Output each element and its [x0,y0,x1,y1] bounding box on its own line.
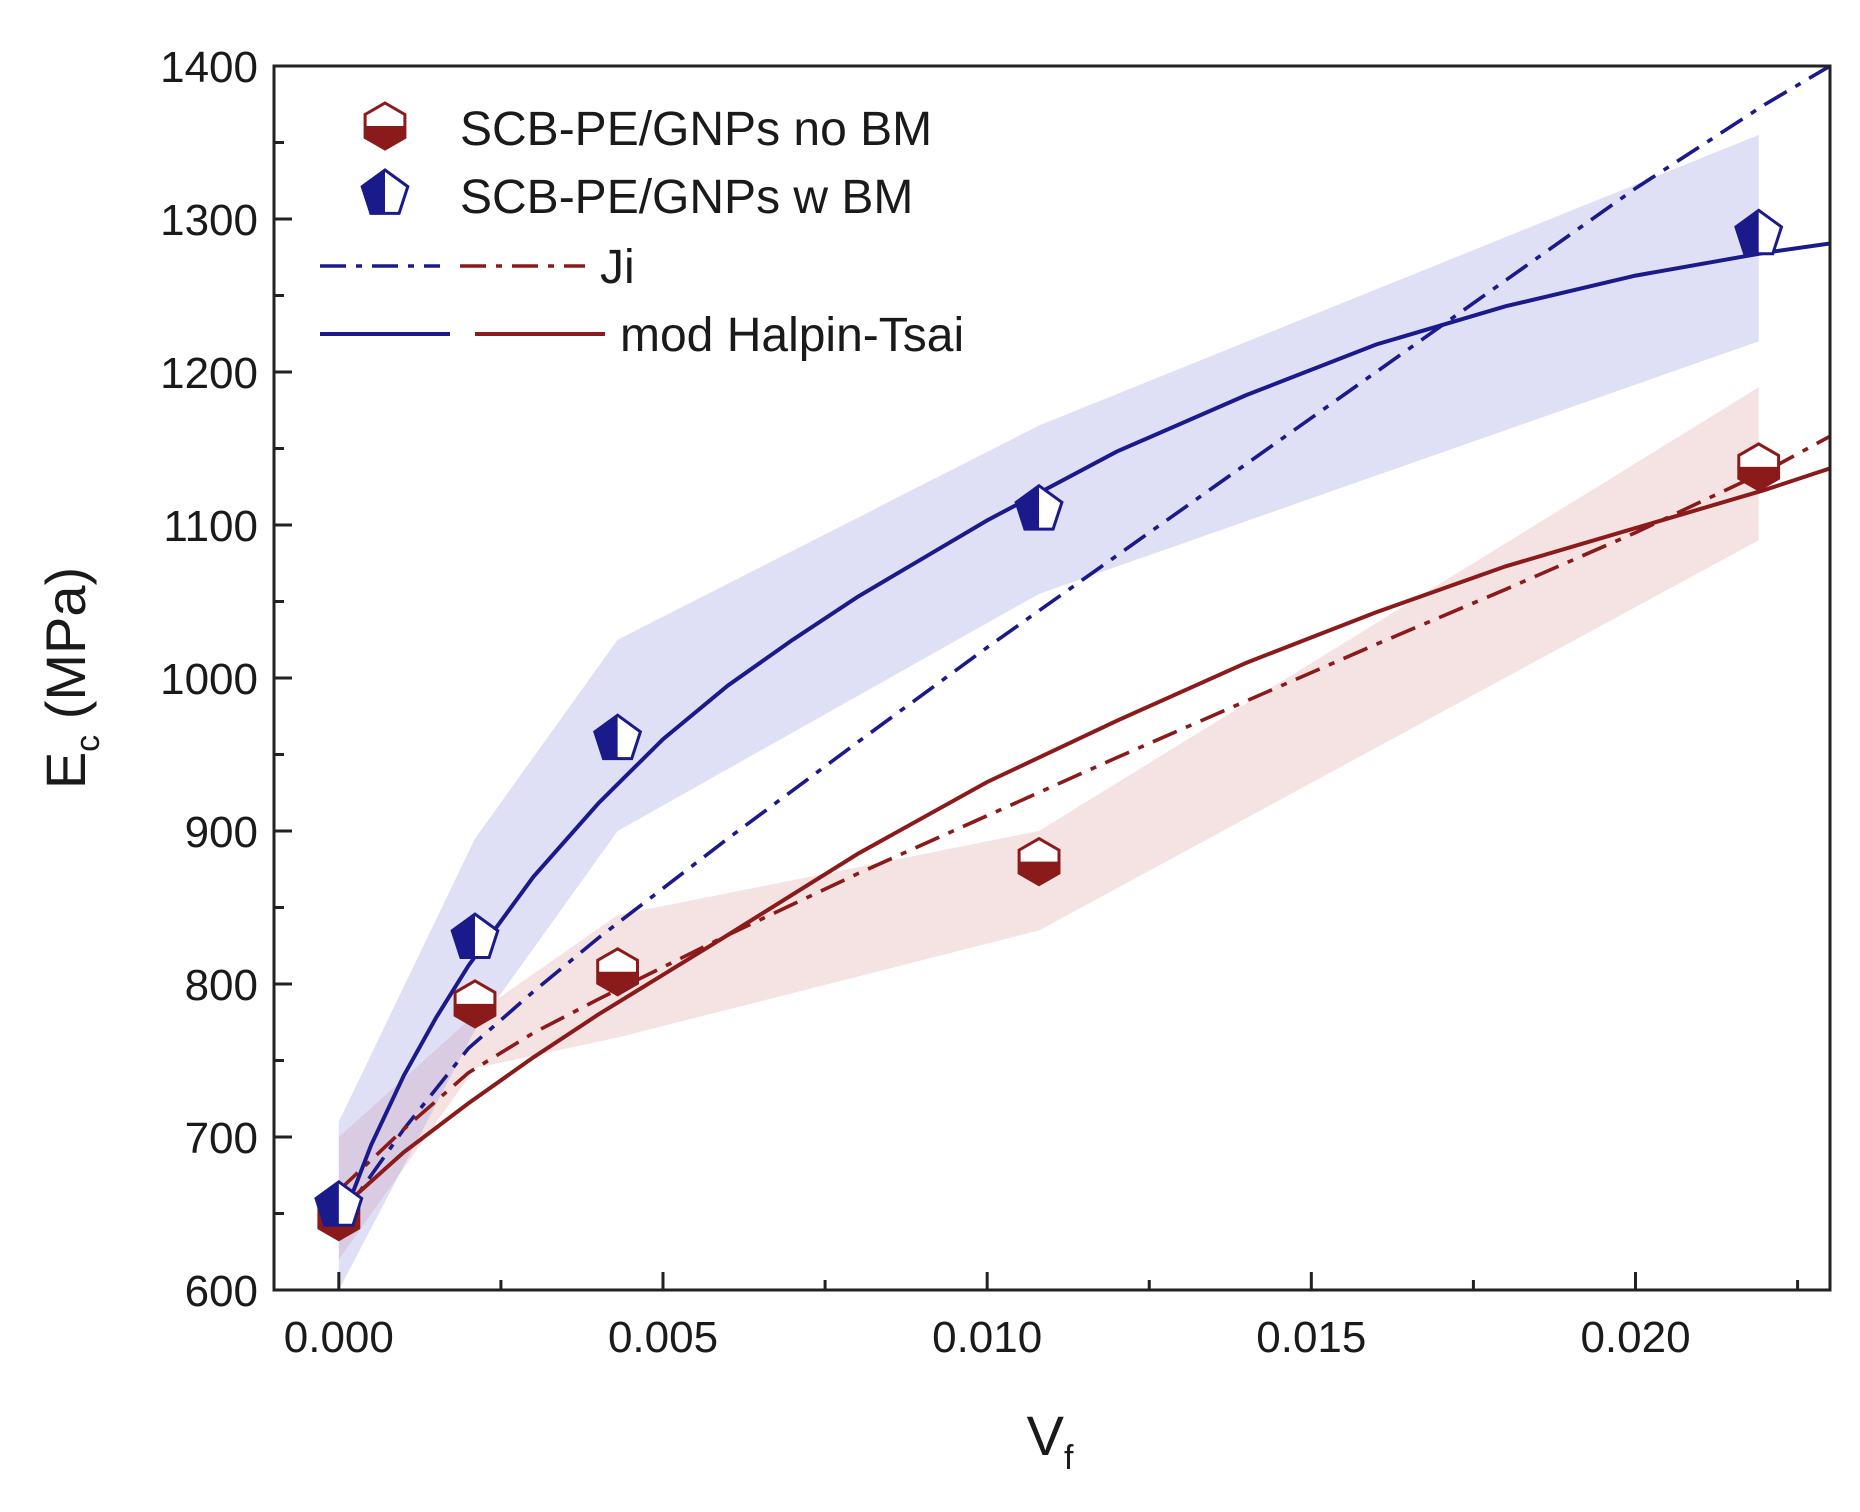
data-markers [314,208,1784,1242]
ji-curve-no-bm [337,434,1830,1192]
legend-label-ji: Ji [600,241,635,294]
ji-curve-w-bm [337,66,1830,1223]
y-tick-label: 1400 [160,43,258,92]
marker-scb-pe-gnps-no-bm-1 [453,979,497,1029]
marker-scb-pe-gnps-w-bm-4 [1734,208,1784,256]
y-axis-title-units: (MPa) [34,567,97,735]
legend-marker-scb-pe-gnps-w-bm [360,168,410,215]
marker-scb-pe-gnps-w-bm-2 [593,713,643,761]
marker-scb-pe-gnps-no-bm-4 [1737,442,1781,492]
x-axis-title-main: V [1027,1404,1065,1467]
y-tick-label: 800 [185,961,258,1010]
halpin-curve-no-bm [337,466,1830,1212]
axis-ticks: 0.000 0.005 0.010 0.015 0.020 600 700 800 900 100… [160,43,1800,1362]
marker-scb-pe-gnps-w-bm-1 [450,912,500,959]
uncertainty-bands [338,134,1759,1290]
legend-marker-scb-pe-gnps-no-bm [363,101,407,151]
y-axis-title-main: E [34,752,97,789]
y-tick-label: 1300 [160,196,258,245]
y-tick-label: 600 [185,1267,258,1316]
x-tick-label: 0.005 [608,1313,718,1362]
marker-scb-pe-gnps-no-bm-2 [596,947,639,997]
x-tick-label: 0.015 [1256,1313,1366,1362]
marker-scb-pe-gnps-no-bm-3 [1017,836,1061,887]
marker-scb-pe-gnps-w-bm-0 [314,1179,364,1227]
model-curves [336,66,1830,1230]
y-tick-label: 1000 [160,655,258,704]
halpin-curve-w-bm [336,241,1830,1230]
x-tick-label: 0.020 [1580,1313,1690,1362]
marker-scb-pe-gnps-w-bm-3 [1014,483,1064,531]
y-tick-label: 900 [185,808,258,857]
y-axis-title: Ec (MPa) [34,567,107,789]
legend-label-scb-pe-gnps-w-bm: SCB-PE/GNPs w BM [460,171,913,224]
x-axis-title-subscript: f [1064,1439,1074,1477]
y-axis-title-subscript: c [69,735,107,752]
y-tick-label: 1200 [160,349,258,398]
y-tick-label: 1100 [163,502,258,551]
y-tick-label: 700 [185,1114,258,1163]
x-tick-label: 0.010 [932,1313,1042,1362]
x-axis-title: Vf [1027,1404,1074,1477]
band-scb-pe-gnps-w-bm [338,134,1759,1290]
legend-label-mod-halpin-tsai: mod Halpin-Tsai [620,309,964,362]
legend-label-scb-pe-gnps-no-bm: SCB-PE/GNPs no BM [460,103,932,156]
legend: SCB-PE/GNPs no BM SCB-PE/GNPs w BM Ji mod H… [320,101,964,362]
x-tick-label: 0.000 [284,1313,394,1362]
